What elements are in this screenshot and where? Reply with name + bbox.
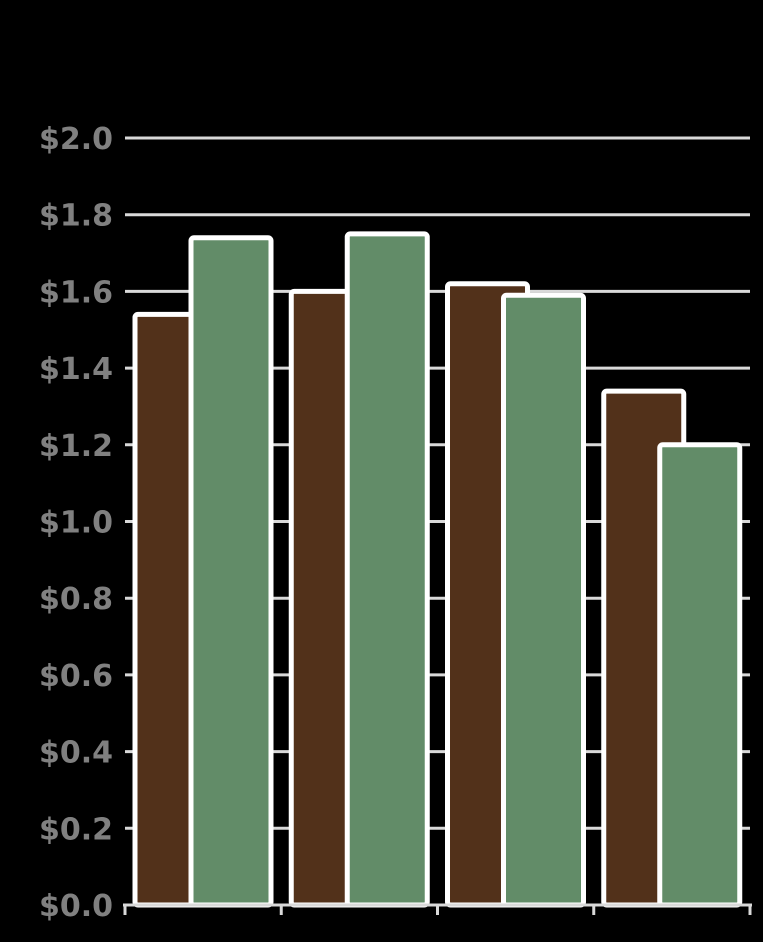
y-tick-label: $0.8 xyxy=(39,582,113,617)
bar-series-2-category-3 xyxy=(501,292,586,908)
y-tick-label: $1.8 xyxy=(39,199,113,234)
y-tick-label: $0.6 xyxy=(39,659,113,694)
x-axis xyxy=(123,903,752,915)
y-tick-label: $1.2 xyxy=(39,429,113,464)
y-tick-label: $0.2 xyxy=(39,812,113,847)
y-tick-label: $1.0 xyxy=(39,506,113,541)
bars xyxy=(132,231,743,908)
y-tick-label: $1.4 xyxy=(39,352,113,387)
y-tick-label: $0.0 xyxy=(39,889,113,924)
y-tick-label: $1.6 xyxy=(39,275,113,310)
bar-series-2-category-1 xyxy=(188,235,274,908)
y-axis-tick-labels: $0.0 $0.2 $0.4 $0.6 $0.8 $1.0 $1.2 $1.4 $1.6 $1.8… xyxy=(39,122,113,924)
y-tick-label: $0.4 xyxy=(39,736,113,771)
bar-series-2-category-2 xyxy=(344,231,430,908)
bar-series-2-category-4 xyxy=(657,442,743,908)
y-tick-label: $2.0 xyxy=(39,122,113,157)
